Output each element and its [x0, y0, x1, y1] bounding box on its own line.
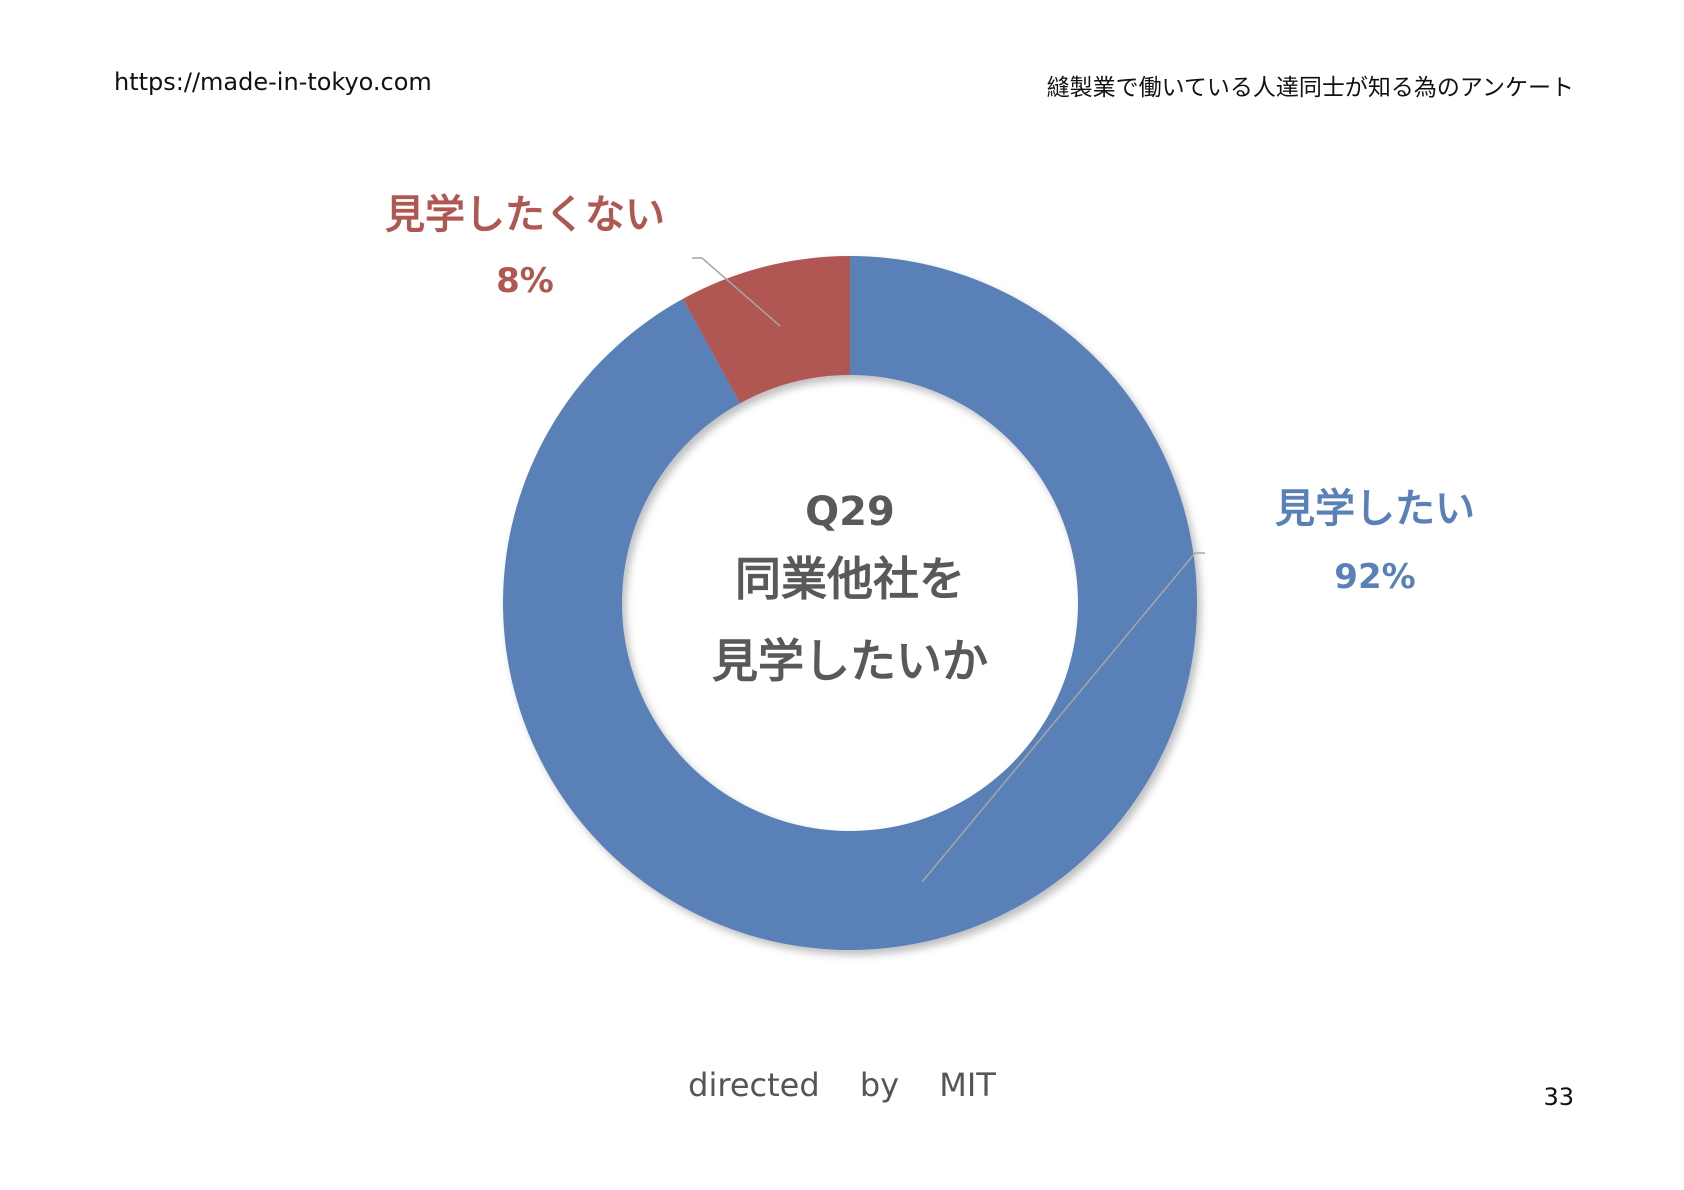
footer-credit: directed by MIT — [688, 1066, 996, 1104]
leader-lines — [692, 257, 1205, 883]
slice-value-1: 8% — [496, 261, 554, 301]
center-text-line-0: Q29 — [805, 489, 895, 535]
center-text-line-2: 見学したいか — [712, 634, 988, 688]
slice-label-1: 見学したくない — [385, 192, 665, 238]
center-text-line-1: 同業他社を — [735, 552, 965, 606]
slice-1 — [682, 256, 850, 404]
leader-line-0 — [921, 552, 1205, 883]
header-url: https://made-in-tokyo.com — [114, 68, 432, 96]
slice-value-0: 92% — [1334, 557, 1415, 597]
donut-slices — [502, 256, 1197, 951]
slice-0 — [502, 256, 1197, 951]
header-title: 縫製業で働いている人達同士が知る為のアンケート — [1046, 75, 1574, 101]
slice-labels: 見学したい 92% 見学したくない 8% — [385, 192, 1475, 597]
page-number: 33 — [1543, 1083, 1574, 1111]
slice-label-0: 見学したい — [1275, 486, 1475, 532]
leader-line-1 — [692, 257, 781, 327]
